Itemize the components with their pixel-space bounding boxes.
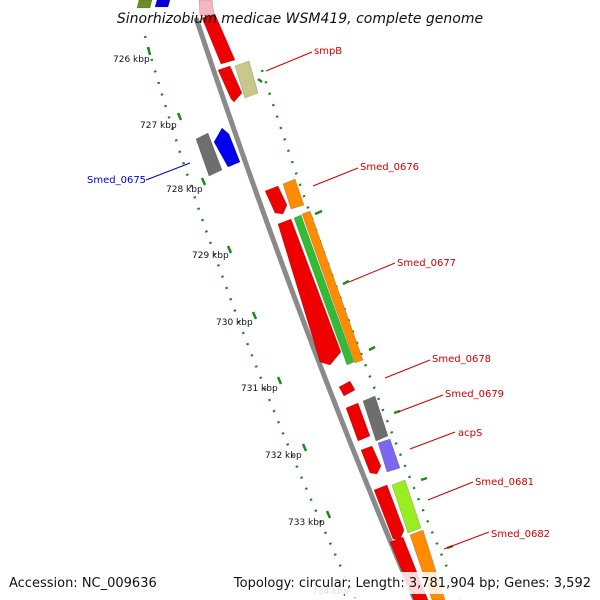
callout-line (145, 162, 191, 181)
scale-tick (342, 279, 350, 286)
gene-feature[interactable] (362, 395, 389, 442)
scale-label: 727 kbp (140, 121, 177, 131)
genome-summary-text: Topology: circular; Length: 3,781,904 bp… (233, 576, 591, 591)
scale-tick (200, 177, 207, 186)
gene-feature[interactable] (377, 438, 401, 473)
gene-feature[interactable] (154, 0, 171, 8)
gene-label-Smed_0678[interactable]: Smed_0678 (432, 354, 491, 365)
scale-tick (314, 209, 323, 216)
gene-label-smpB[interactable]: smpB (314, 46, 342, 57)
gene-feature[interactable] (198, 0, 215, 17)
gene-feature[interactable] (360, 445, 382, 475)
genome-backbone (193, 17, 418, 600)
callout-line (265, 51, 313, 72)
gene-feature[interactable] (391, 479, 422, 534)
callout-line (443, 531, 490, 550)
scale-label: 729 kbp (192, 251, 229, 261)
callout-line (427, 481, 474, 501)
gene-label-Smed_0676[interactable]: Smed_0676 (360, 162, 419, 173)
gene-feature[interactable] (293, 214, 355, 366)
scale-label: 730 kbp (216, 318, 253, 328)
gene-features (136, 0, 446, 600)
gene-feature[interactable] (264, 185, 288, 215)
gene-feature[interactable] (213, 127, 241, 168)
gene-feature[interactable] (201, 13, 236, 65)
footer-bar (0, 572, 600, 594)
map-title: Sinorhizobium medicae WSM419, complete g… (117, 11, 483, 27)
gene-feature[interactable] (373, 484, 405, 541)
gene-labels: smpB Smed_0675 Smed_0676 Smed_0677 Smed_… (87, 46, 550, 540)
gene-feature[interactable] (301, 210, 364, 364)
gene-feature[interactable] (345, 402, 371, 442)
gene-feature[interactable] (195, 132, 223, 177)
gene-feature[interactable] (282, 178, 305, 210)
gene-label-acpS[interactable]: acpS (458, 428, 482, 439)
scale-tick (420, 476, 428, 482)
callout-line (348, 262, 396, 283)
callout-line (409, 431, 456, 450)
gene-label-Smed_0675[interactable]: Smed_0675 (87, 175, 146, 186)
scale-label: 726 kbp (113, 55, 150, 65)
scale-tick (146, 46, 152, 56)
gene-label-Smed_0679[interactable]: Smed_0679 (445, 389, 504, 400)
scale-tick (276, 376, 283, 385)
gene-label-Smed_0682[interactable]: Smed_0682 (491, 529, 550, 540)
gene-callouts (145, 51, 490, 550)
scale-tick (226, 245, 233, 254)
scale-label: 731 kbp (241, 384, 278, 394)
scale-label: 733 kbp (288, 518, 325, 528)
accession-text: Accession: NC_009636 (9, 576, 157, 591)
callout-line (397, 394, 444, 413)
scale-tick (301, 443, 308, 452)
scale-tick (368, 345, 376, 352)
scale-tick (325, 510, 332, 519)
gene-label-Smed_0681[interactable]: Smed_0681 (475, 477, 534, 488)
scale-tick (251, 311, 258, 320)
gene-feature[interactable] (277, 218, 342, 366)
scale-tick (257, 78, 263, 83)
gene-feature[interactable] (217, 65, 243, 103)
gene-feature[interactable] (234, 60, 259, 99)
scale-label: 732 kbp (265, 451, 302, 461)
callout-line (384, 359, 431, 379)
scale-label: 728 kbp (166, 185, 203, 195)
gene-feature[interactable] (338, 380, 356, 397)
scale-tick (176, 112, 183, 121)
gene-label-Smed_0677[interactable]: Smed_0677 (397, 258, 456, 269)
callout-line (312, 167, 359, 187)
gene-feature[interactable] (136, 0, 153, 9)
